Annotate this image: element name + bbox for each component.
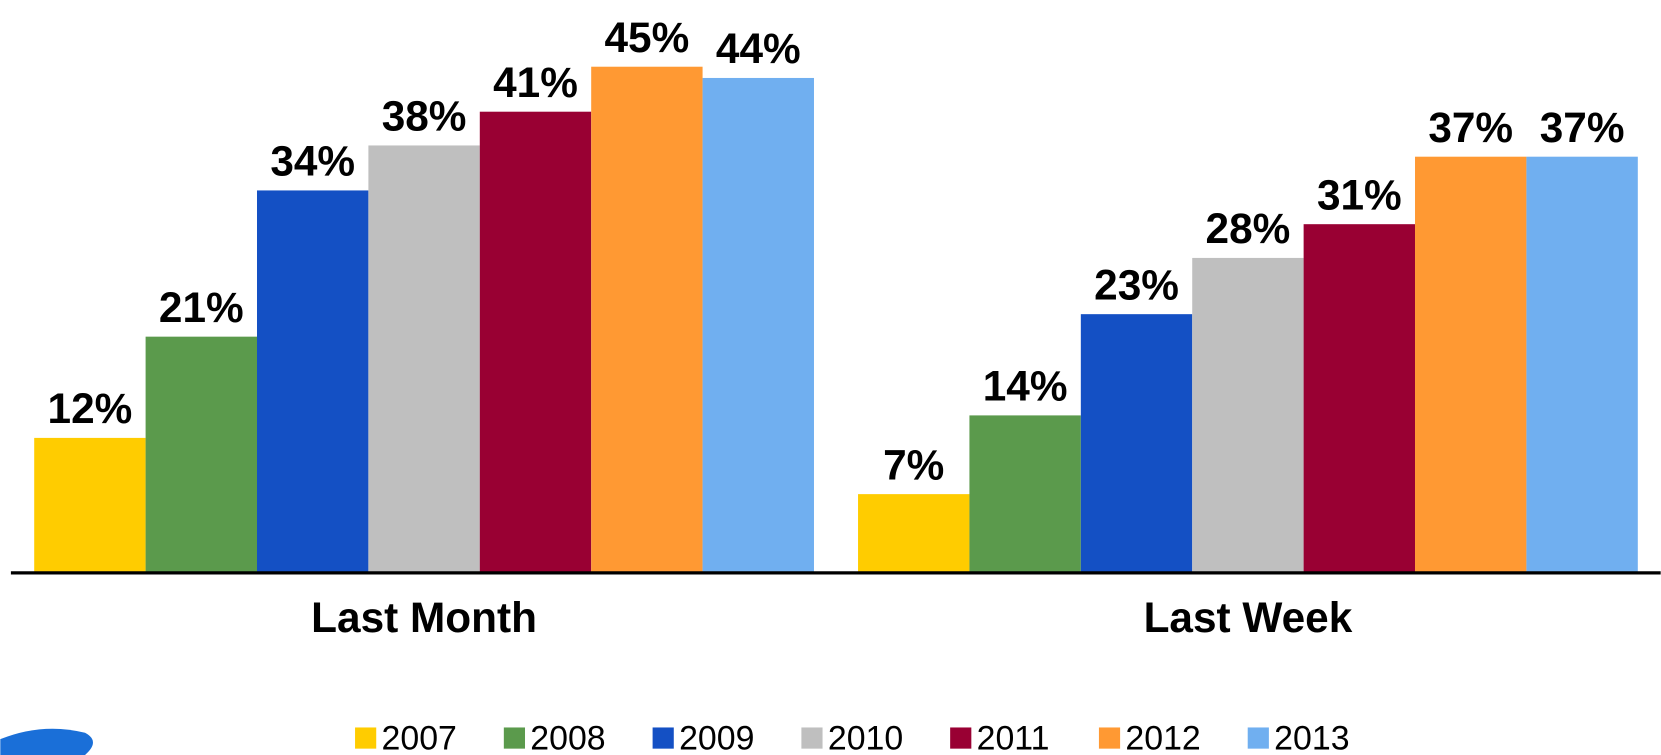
value-label: 44%: [716, 25, 801, 72]
value-label: 34%: [270, 138, 355, 185]
legend-label: 2007: [382, 720, 457, 755]
value-label: 37%: [1540, 104, 1625, 151]
bar: [479, 111, 592, 573]
value-label: 14%: [983, 363, 1068, 410]
legend-swatch: [950, 727, 972, 749]
legend-swatch: [652, 727, 674, 749]
legend-label: 2011: [977, 720, 1050, 755]
value-label: 45%: [605, 14, 690, 61]
x-tick-label: Last Month: [311, 594, 537, 641]
value-label: 21%: [159, 284, 244, 331]
bar: [368, 145, 480, 573]
bar: [591, 66, 703, 573]
bar: [858, 494, 970, 573]
value-label: 28%: [1206, 205, 1291, 252]
value-label: 37%: [1428, 104, 1513, 151]
value-label: 41%: [493, 59, 578, 106]
bar: [1080, 314, 1193, 573]
value-label: 7%: [883, 441, 944, 488]
legend-label: 2008: [530, 720, 605, 755]
legend-label: 2010: [828, 720, 903, 755]
legend-swatch: [355, 727, 377, 749]
legend-swatch: [1098, 727, 1121, 749]
bar: [702, 77, 814, 573]
legend-label: 2009: [679, 720, 754, 755]
bar: [34, 437, 146, 573]
x-tick-label: Last Week: [1144, 594, 1353, 641]
value-label: 23%: [1094, 261, 1179, 308]
legend-label: 2013: [1274, 720, 1349, 755]
bar: [1192, 257, 1304, 573]
value-label: 31%: [1317, 171, 1402, 218]
value-label: 12%: [48, 385, 133, 432]
bar: [1415, 156, 1527, 573]
logo: [0, 728, 93, 755]
value-label: 38%: [382, 93, 467, 140]
bar: [1303, 224, 1416, 573]
legend-swatch: [801, 727, 823, 749]
legend-label: 2012: [1125, 720, 1200, 755]
legend-swatch: [503, 727, 526, 749]
bar: [1526, 156, 1638, 573]
legend-swatch: [1247, 727, 1269, 749]
bar: [256, 190, 369, 573]
bar: [145, 336, 257, 573]
bar: [969, 415, 1081, 573]
